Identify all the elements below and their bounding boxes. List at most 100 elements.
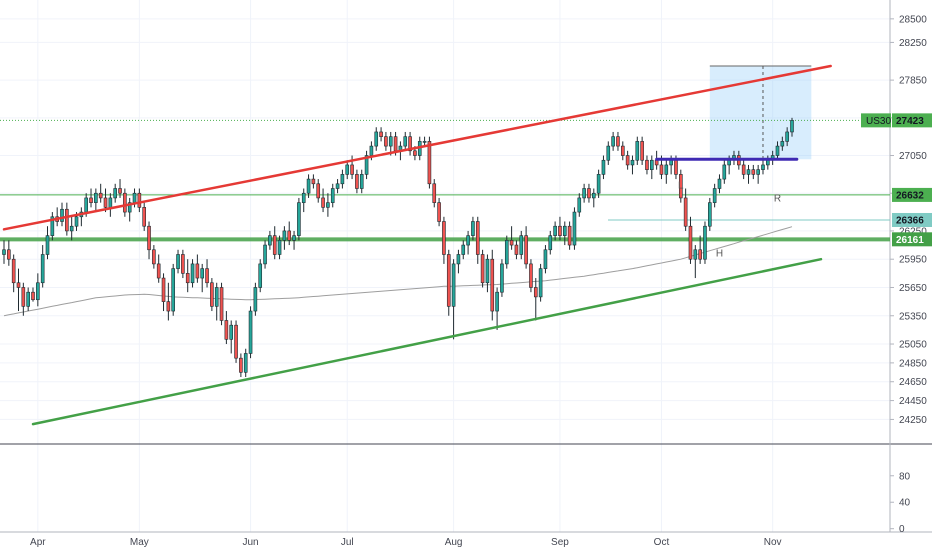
candle[interactable]: [282, 226, 287, 250]
candle[interactable]: [543, 245, 548, 274]
candle[interactable]: [519, 230, 524, 260]
candle[interactable]: [316, 179, 321, 203]
candle[interactable]: [26, 287, 30, 312]
candle[interactable]: [2, 240, 6, 264]
candle[interactable]: [306, 174, 311, 198]
candle[interactable]: [437, 197, 441, 227]
candle[interactable]: [538, 263, 543, 302]
candle[interactable]: [683, 188, 688, 231]
candle[interactable]: [645, 155, 649, 175]
candle[interactable]: [466, 230, 470, 255]
trendline-resistance[interactable]: [2, 64, 832, 231]
candle[interactable]: [7, 240, 11, 266]
candle[interactable]: [224, 311, 229, 345]
candle[interactable]: [500, 259, 504, 297]
candle[interactable]: [11, 254, 16, 293]
candle[interactable]: [55, 207, 59, 227]
candle[interactable]: [553, 221, 557, 241]
candle[interactable]: [708, 197, 712, 231]
candle[interactable]: [679, 169, 683, 203]
candle[interactable]: [587, 183, 591, 203]
candle[interactable]: [756, 164, 760, 184]
candle[interactable]: [567, 221, 572, 250]
candle[interactable]: [529, 259, 533, 293]
candle[interactable]: [330, 183, 335, 208]
candle[interactable]: [616, 131, 620, 151]
candle[interactable]: [475, 216, 480, 264]
candle[interactable]: [533, 278, 538, 321]
candle[interactable]: [50, 212, 55, 241]
candle[interactable]: [790, 117, 794, 137]
candle[interactable]: [408, 131, 412, 156]
candle[interactable]: [98, 183, 103, 203]
candle[interactable]: [451, 259, 456, 340]
candle[interactable]: [171, 263, 175, 316]
candle[interactable]: [45, 226, 50, 260]
trendline-support[interactable]: [31, 257, 823, 426]
candle[interactable]: [722, 160, 727, 184]
candle[interactable]: [69, 216, 74, 241]
candle[interactable]: [442, 216, 446, 264]
candle[interactable]: [461, 240, 466, 260]
candle[interactable]: [297, 197, 301, 241]
candle[interactable]: [253, 282, 258, 316]
candle[interactable]: [340, 169, 345, 189]
candle[interactable]: [16, 268, 21, 312]
candle[interactable]: [761, 160, 765, 175]
candle[interactable]: [205, 259, 209, 288]
candle[interactable]: [504, 235, 509, 269]
candle[interactable]: [379, 127, 383, 142]
candle[interactable]: [364, 150, 369, 180]
candle[interactable]: [239, 353, 243, 378]
candle[interactable]: [272, 226, 277, 260]
candle[interactable]: [432, 179, 437, 208]
candle[interactable]: [717, 174, 722, 194]
candle[interactable]: [741, 160, 746, 180]
candle[interactable]: [326, 193, 330, 217]
candle[interactable]: [384, 131, 388, 151]
candle[interactable]: [625, 150, 630, 170]
candle[interactable]: [147, 221, 151, 260]
candle[interactable]: [582, 183, 586, 203]
candle[interactable]: [359, 169, 364, 194]
candle[interactable]: [166, 282, 171, 321]
trendline-layer[interactable]: [2, 64, 832, 426]
candle[interactable]: [268, 230, 272, 250]
candle[interactable]: [374, 127, 379, 151]
candle[interactable]: [490, 249, 495, 321]
candle[interactable]: [36, 273, 40, 307]
candle[interactable]: [480, 249, 485, 288]
candle[interactable]: [664, 160, 669, 184]
candle[interactable]: [152, 245, 156, 269]
candle[interactable]: [127, 197, 132, 222]
candle[interactable]: [606, 141, 611, 165]
candle[interactable]: [263, 240, 267, 269]
candle[interactable]: [89, 188, 93, 208]
candle[interactable]: [200, 263, 205, 293]
candle[interactable]: [524, 226, 528, 269]
candle[interactable]: [746, 164, 751, 184]
candle[interactable]: [219, 282, 224, 326]
candle[interactable]: [471, 216, 475, 241]
candle[interactable]: [190, 259, 195, 288]
candle[interactable]: [548, 230, 553, 255]
candle[interactable]: [292, 230, 296, 250]
candle[interactable]: [350, 155, 354, 180]
candle[interactable]: [181, 249, 185, 279]
candle[interactable]: [113, 183, 117, 203]
candle[interactable]: [321, 188, 325, 213]
candle[interactable]: [611, 131, 615, 151]
candle[interactable]: [601, 155, 606, 180]
candle[interactable]: [277, 235, 282, 260]
candle[interactable]: [650, 155, 654, 180]
candle[interactable]: [558, 216, 562, 241]
candle[interactable]: [446, 249, 451, 316]
candle[interactable]: [562, 221, 567, 246]
candle[interactable]: [775, 141, 780, 161]
candle[interactable]: [712, 183, 717, 208]
candle[interactable]: [137, 188, 142, 213]
candle[interactable]: [214, 282, 219, 321]
candle[interactable]: [635, 136, 640, 165]
candle[interactable]: [229, 320, 234, 354]
candle[interactable]: [258, 259, 263, 293]
